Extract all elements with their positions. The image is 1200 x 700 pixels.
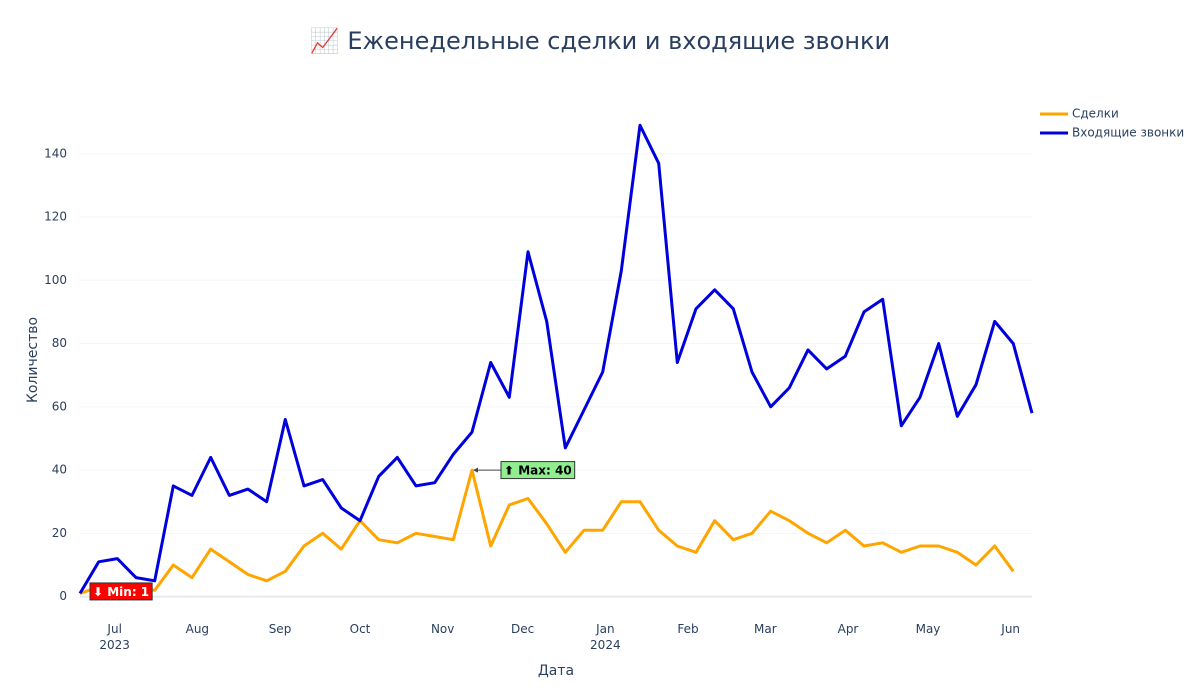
legend-label: Входящие звонки: [1072, 126, 1184, 140]
x-tick-label-line: May: [916, 622, 941, 636]
y-tick-label: 60: [52, 399, 67, 413]
x-tick-label: Jul 2023: [99, 622, 130, 652]
chart-title: 📈 Еженедельные сделки и входящие звонки: [310, 27, 890, 55]
x-tick-label-line: Mar: [754, 622, 777, 636]
x-tick-label: Apr: [838, 622, 859, 636]
x-tick-label-line: Aug: [186, 622, 209, 636]
annotation-text: ⬆ Max: 40: [504, 464, 572, 478]
x-tick-label-line: Oct: [350, 622, 371, 636]
x-tick-label: Sep: [269, 622, 292, 636]
y-tick-label: 100: [44, 273, 67, 287]
x-tick-label: Feb: [677, 622, 698, 636]
line-series: [78, 123, 1034, 595]
y-tick-label: 20: [52, 526, 67, 540]
legend-label: Сделки: [1072, 107, 1119, 121]
x-tick-label: Dec: [511, 622, 534, 636]
annotation-box: [89, 582, 153, 601]
x-tick-label-line: Jul: [106, 622, 121, 636]
x-tick-label-line: Jan: [595, 622, 615, 636]
y-tick-label: 120: [44, 210, 67, 224]
annotation: ⬆ Max: 40: [500, 461, 576, 480]
y-tick-label: 140: [44, 146, 67, 160]
x-tick-label: Jan 2024: [590, 622, 621, 652]
x-tick-label: Jun: [1000, 622, 1020, 636]
x-tick-label-line: 2023: [99, 638, 130, 652]
y-tick-label: 0: [59, 589, 67, 603]
annotation: ⬇ Min: 1: [89, 582, 153, 601]
x-tick-label: Aug: [186, 622, 209, 636]
y-tick-label: 40: [52, 463, 67, 477]
x-tick-label-line: Sep: [269, 622, 292, 636]
x-tick-label: Mar: [754, 622, 777, 636]
x-tick-label-line: Jun: [1000, 622, 1020, 636]
x-tick-label: Nov: [431, 622, 454, 636]
x-tick-label: May: [916, 622, 941, 636]
x-tick-label-line: Feb: [677, 622, 698, 636]
x-tick-label-line: 2024: [590, 638, 621, 652]
x-tick-label: Oct: [350, 622, 371, 636]
line-series: [79, 468, 1015, 595]
y-axis-title: Количество: [25, 317, 41, 403]
x-tick-label-line: Apr: [838, 622, 859, 636]
x-tick-label-line: Nov: [431, 622, 454, 636]
x-tick-label-line: Dec: [511, 622, 534, 636]
annotation-arrowhead: [473, 467, 478, 473]
y-tick-label: 80: [52, 336, 67, 350]
annotation-text: ⬇ Min: 1: [93, 585, 149, 599]
x-axis-title: Дата: [538, 663, 574, 679]
annotation-box: [500, 461, 576, 480]
